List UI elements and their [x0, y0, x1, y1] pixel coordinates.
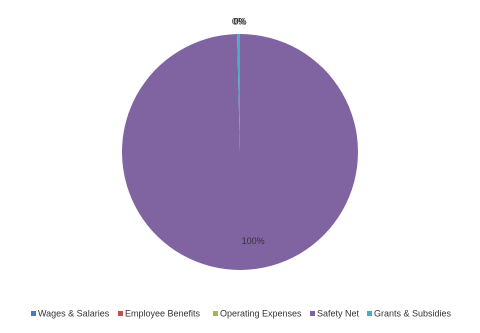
legend-label: Employee Benefits	[125, 308, 201, 318]
legend-label: Grants & Subsidies	[374, 308, 452, 318]
pie-slice	[122, 34, 359, 270]
legend-marker	[213, 311, 218, 316]
data-label: 0%	[232, 16, 245, 26]
data-label: 0%	[233, 16, 246, 26]
data-label: 100%	[242, 236, 265, 246]
pie-slice	[237, 34, 240, 152]
legend-label: Operating Expenses	[220, 308, 302, 318]
legend-marker	[367, 311, 372, 316]
data-label: 0%	[233, 16, 246, 26]
legend-marker	[31, 311, 36, 316]
data-label: 0%	[233, 16, 246, 26]
legend-marker	[310, 311, 315, 316]
legend-label: Safety Net	[317, 308, 360, 318]
legend-label: Wages & Salaries	[38, 308, 110, 318]
legend-marker	[118, 311, 123, 316]
